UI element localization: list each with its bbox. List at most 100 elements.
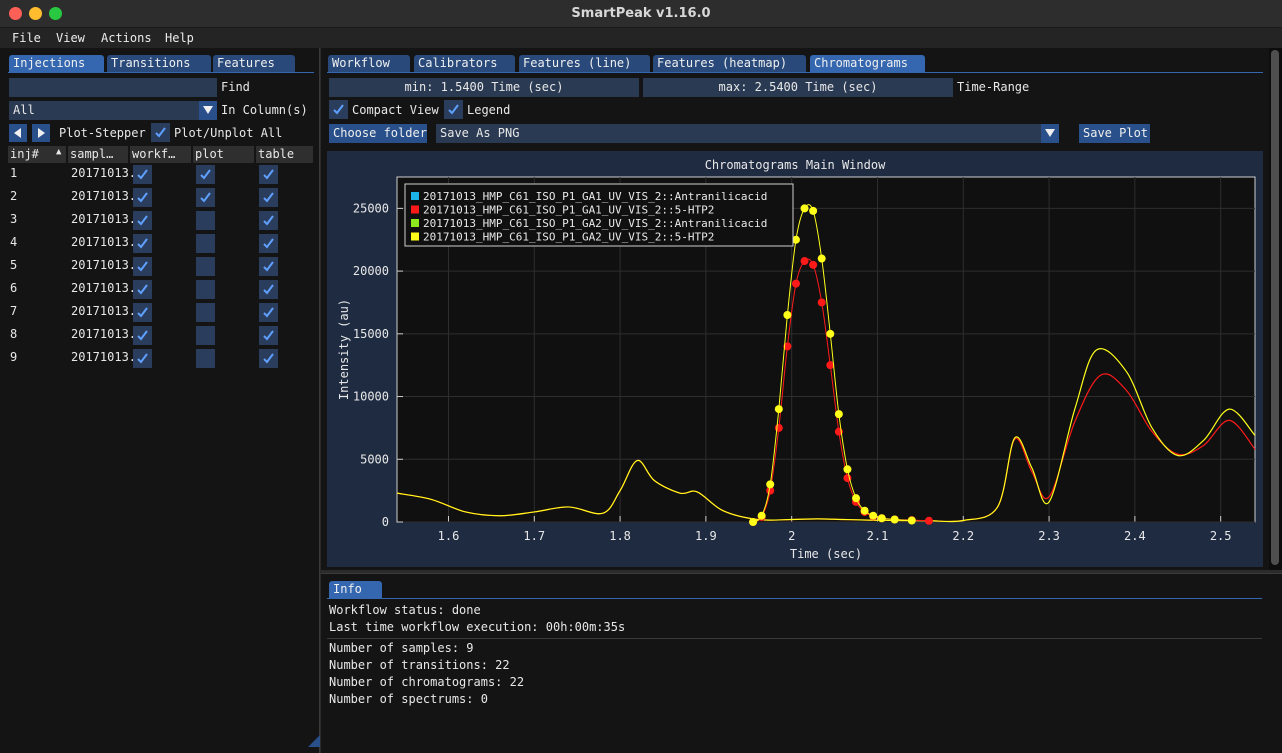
find-label: Find <box>221 80 250 94</box>
row-workflow-checkbox[interactable] <box>133 165 152 184</box>
tab-features-heatmap[interactable]: Features (heatmap) <box>653 55 806 72</box>
time-range-min-field[interactable]: min: 1.5400 Time (sec) <box>329 78 639 97</box>
legend-entry: 20171013_HMP_C61_ISO_P1_GA2_UV_VIS_2::An… <box>423 217 767 230</box>
info-divider <box>327 638 1262 639</box>
legend-swatch <box>411 219 419 227</box>
data-point <box>877 514 886 523</box>
x-tick-label: 2.5 <box>1210 529 1232 543</box>
check-icon <box>263 261 274 272</box>
menu-help[interactable]: Help <box>165 31 194 45</box>
data-point <box>783 342 792 351</box>
row-table-checkbox[interactable] <box>259 349 278 368</box>
row-plot-checkbox[interactable] <box>196 280 215 299</box>
data-point <box>817 254 826 263</box>
check-icon <box>448 104 459 115</box>
choose-folder-button[interactable]: Choose folder <box>329 124 427 143</box>
save-plot-button[interactable]: Save Plot <box>1079 124 1150 143</box>
tab-chromatograms[interactable]: Chromatograms <box>810 55 925 72</box>
resize-grip-icon[interactable] <box>308 735 320 747</box>
tab-underline <box>8 72 314 73</box>
save-format-select[interactable]: Save As PNG <box>436 124 1041 143</box>
row-plot-checkbox[interactable] <box>196 326 215 345</box>
legend-checkbox[interactable] <box>444 100 463 119</box>
tab-features[interactable]: Features <box>213 55 295 72</box>
compact-view-checkbox[interactable] <box>329 100 348 119</box>
row-plot-checkbox[interactable] <box>196 211 215 230</box>
maximize-window-button[interactable] <box>49 7 62 20</box>
tab-workflow[interactable]: Workflow <box>328 55 410 72</box>
row-table-checkbox[interactable] <box>259 234 278 253</box>
arrow-right-icon <box>38 128 45 138</box>
find-input[interactable] <box>9 78 217 97</box>
minimize-window-button[interactable] <box>29 7 42 20</box>
x-tick-label: 2 <box>788 529 795 543</box>
time-range-max-field[interactable]: max: 2.5400 Time (sec) <box>643 78 953 97</box>
row-workflow-checkbox[interactable] <box>133 188 152 207</box>
row-table-checkbox[interactable] <box>259 257 278 276</box>
check-icon <box>137 169 148 180</box>
row-plot-checkbox[interactable] <box>196 303 215 322</box>
row-workflow-checkbox[interactable] <box>133 234 152 253</box>
col-header-table[interactable]: table <box>256 146 313 163</box>
check-icon <box>137 307 148 318</box>
y-tick-label: 5000 <box>360 452 389 466</box>
menu-view[interactable]: View <box>56 31 85 45</box>
data-point <box>890 515 899 524</box>
plot-unplot-all-checkbox[interactable] <box>151 123 170 142</box>
row-workflow-checkbox[interactable] <box>133 303 152 322</box>
tab-injections[interactable]: Injections <box>9 55 104 72</box>
close-window-button[interactable] <box>9 7 22 20</box>
row-plot-checkbox[interactable] <box>196 234 215 253</box>
row-plot-checkbox[interactable] <box>196 257 215 276</box>
cell-sample: 20171013. <box>71 281 137 295</box>
tab-info[interactable]: Info <box>329 581 382 598</box>
save-format-dropdown[interactable] <box>1041 124 1059 143</box>
row-workflow-checkbox[interactable] <box>133 326 152 345</box>
tab-calibrators[interactable]: Calibrators <box>414 55 515 72</box>
check-icon <box>263 238 274 249</box>
legend-entry: 20171013_HMP_C61_ISO_P1_GA2_UV_VIS_2::5-… <box>423 231 714 244</box>
row-workflow-checkbox[interactable] <box>133 349 152 368</box>
row-table-checkbox[interactable] <box>259 165 278 184</box>
row-table-checkbox[interactable] <box>259 211 278 230</box>
chart-title: Chromatograms Main Window <box>705 158 886 172</box>
chromatogram-plot[interactable]: Chromatograms Main Window 1.6 1.7 1.8 1.9 2 2.… <box>327 151 1263 567</box>
cell-inj: 8 <box>10 327 18 341</box>
col-header-sample[interactable]: sampl… <box>68 146 128 163</box>
check-icon <box>137 330 148 341</box>
data-point <box>774 405 783 414</box>
data-point <box>843 465 852 474</box>
compact-view-label: Compact View <box>352 103 439 117</box>
x-tick-label: 2.2 <box>952 529 974 543</box>
row-plot-checkbox[interactable] <box>196 165 215 184</box>
row-plot-checkbox[interactable] <box>196 349 215 368</box>
column-label: In Column(s) <box>221 103 308 117</box>
x-tick-label: 1.9 <box>695 529 717 543</box>
row-workflow-checkbox[interactable] <box>133 280 152 299</box>
data-point <box>826 329 835 338</box>
row-table-checkbox[interactable] <box>259 280 278 299</box>
menu-file[interactable]: File <box>12 31 41 45</box>
title-bar: SmartPeak v1.16.0 <box>0 0 1282 28</box>
row-workflow-checkbox[interactable] <box>133 211 152 230</box>
row-table-checkbox[interactable] <box>259 188 278 207</box>
scrollbar-thumb[interactable] <box>1271 50 1279 565</box>
tab-transitions[interactable]: Transitions <box>107 55 211 72</box>
row-table-checkbox[interactable] <box>259 303 278 322</box>
cell-sample: 20171013. <box>71 304 137 318</box>
row-workflow-checkbox[interactable] <box>133 257 152 276</box>
data-point <box>907 516 916 525</box>
col-header-workflow[interactable]: workf… <box>130 146 191 163</box>
tab-features-line[interactable]: Features (line) <box>519 55 650 72</box>
stepper-prev-button[interactable] <box>9 124 27 142</box>
menu-actions[interactable]: Actions <box>101 31 152 45</box>
col-header-plot[interactable]: plot <box>193 146 254 163</box>
row-table-checkbox[interactable] <box>259 326 278 345</box>
row-plot-checkbox[interactable] <box>196 188 215 207</box>
cell-sample: 20171013. <box>71 350 137 364</box>
column-select-dropdown[interactable] <box>199 101 217 120</box>
stepper-next-button[interactable] <box>32 124 50 142</box>
check-icon <box>137 238 148 249</box>
col-header-inj[interactable]: inj# ▲ <box>8 146 66 163</box>
column-select[interactable]: All <box>9 101 199 120</box>
